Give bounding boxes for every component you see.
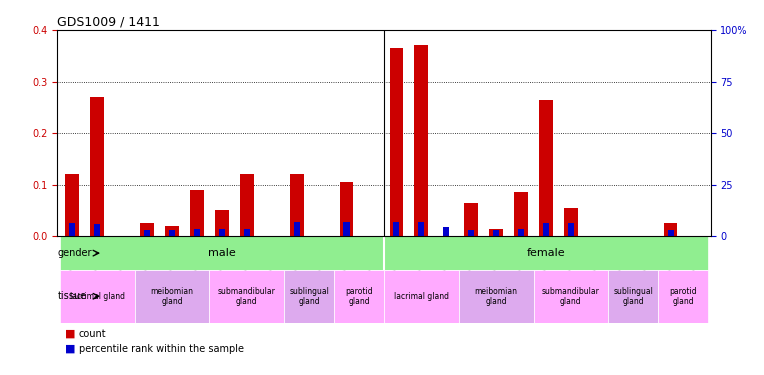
Bar	[533, 270, 608, 322]
Bar	[134, 270, 209, 322]
Text: percentile rank within the sample: percentile rank within the sample	[79, 344, 244, 354]
Bar	[658, 270, 708, 322]
Bar	[414, 45, 428, 236]
Text: lacrimal gland: lacrimal gland	[70, 292, 125, 301]
Bar	[458, 270, 533, 322]
Bar	[194, 228, 200, 236]
Bar	[66, 174, 79, 236]
Bar	[443, 227, 449, 236]
Bar	[418, 222, 424, 236]
Bar	[390, 48, 403, 236]
Bar	[384, 270, 458, 322]
Text: submandibular
gland: submandibular gland	[218, 286, 276, 306]
Bar	[664, 224, 678, 236]
Bar	[493, 230, 499, 236]
Bar	[244, 228, 250, 236]
Bar	[190, 190, 204, 236]
Bar	[393, 222, 400, 236]
Bar	[518, 228, 524, 236]
Bar	[608, 270, 658, 322]
Bar	[568, 224, 574, 236]
Text: meibomian
gland: meibomian gland	[474, 286, 517, 306]
Text: submandibular
gland: submandibular gland	[542, 286, 600, 306]
Bar	[165, 226, 179, 236]
Bar	[344, 222, 350, 236]
Bar	[60, 270, 134, 322]
Bar	[334, 270, 384, 322]
Bar	[219, 228, 225, 236]
Bar	[514, 192, 528, 236]
Text: meibomian
gland: meibomian gland	[151, 286, 193, 306]
Bar	[215, 210, 228, 236]
Bar	[293, 222, 299, 236]
Text: tissue: tissue	[58, 291, 87, 301]
Bar	[543, 224, 549, 236]
Bar	[340, 182, 354, 236]
Text: ■: ■	[65, 329, 76, 339]
Text: male: male	[208, 248, 236, 258]
Bar	[465, 203, 478, 236]
Bar	[94, 224, 100, 236]
Text: parotid
gland: parotid gland	[669, 286, 697, 306]
Bar	[290, 174, 303, 236]
Bar	[90, 97, 104, 236]
Text: ■: ■	[65, 344, 76, 354]
Text: parotid
gland: parotid gland	[345, 286, 373, 306]
Bar	[284, 270, 334, 322]
Text: lacrimal gland: lacrimal gland	[393, 292, 448, 301]
Text: GDS1009 / 1411: GDS1009 / 1411	[57, 16, 160, 29]
Text: sublingual
gland: sublingual gland	[290, 286, 329, 306]
Bar	[384, 236, 708, 270]
Bar	[489, 228, 503, 236]
Bar	[539, 100, 553, 236]
Text: count: count	[79, 329, 106, 339]
Text: gender: gender	[58, 248, 92, 258]
Bar	[141, 224, 154, 236]
Bar	[240, 174, 254, 236]
Bar	[60, 236, 384, 270]
Bar	[144, 230, 151, 236]
Text: female: female	[526, 248, 565, 258]
Bar	[668, 230, 674, 236]
Bar	[169, 230, 175, 236]
Bar	[468, 230, 474, 236]
Text: sublingual
gland: sublingual gland	[613, 286, 653, 306]
Bar	[564, 208, 578, 236]
Bar	[70, 224, 76, 236]
Bar	[209, 270, 284, 322]
